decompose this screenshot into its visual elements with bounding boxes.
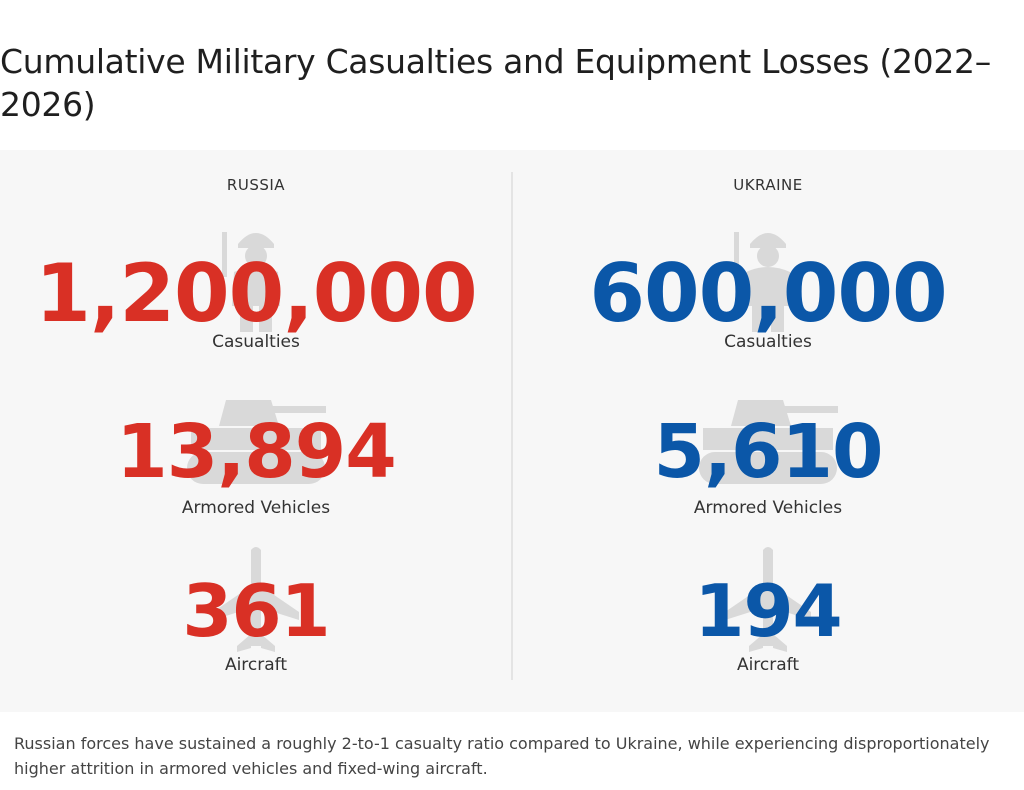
page-title: Cumulative Military Casualties and Equip… (0, 42, 991, 124)
comparison-panel: RUSSIA 1,200,000 Casualties (0, 150, 1024, 712)
soldier-icon (734, 232, 792, 332)
soldier-icon (222, 232, 280, 332)
russia-column: RUSSIA 1,200,000 Casualties (0, 150, 512, 712)
value-aircraft-russia: 361 (182, 569, 330, 653)
value-armored-russia: 13,894 (116, 409, 397, 495)
label-aircraft-russia: Aircraft (224, 655, 288, 675)
value-casualties-ukraine: 600,000 (589, 247, 947, 340)
country-label-ukraine: UKRAINE (733, 176, 803, 194)
column-divider (511, 172, 513, 680)
country-label-russia: RUSSIA (226, 176, 286, 194)
label-armored-ukraine: Armored Vehicles (693, 498, 843, 518)
footnote: Russian forces have sustained a roughly … (14, 734, 990, 778)
value-aircraft-ukraine: 194 (694, 569, 842, 653)
airplane-icon (213, 547, 299, 652)
airplane-icon (725, 547, 811, 652)
value-armored-ukraine: 5,610 (653, 409, 883, 495)
tank-icon (699, 400, 838, 484)
value-casualties-russia: 1,200,000 (35, 247, 477, 340)
label-casualties-russia: Casualties (212, 332, 300, 352)
tank-icon (187, 400, 326, 484)
label-armored-russia: Armored Vehicles (181, 498, 331, 518)
label-casualties-ukraine: Casualties (724, 332, 812, 352)
label-aircraft-ukraine: Aircraft (736, 655, 800, 675)
ukraine-column: UKRAINE 600,000 Casualties (512, 150, 1024, 712)
